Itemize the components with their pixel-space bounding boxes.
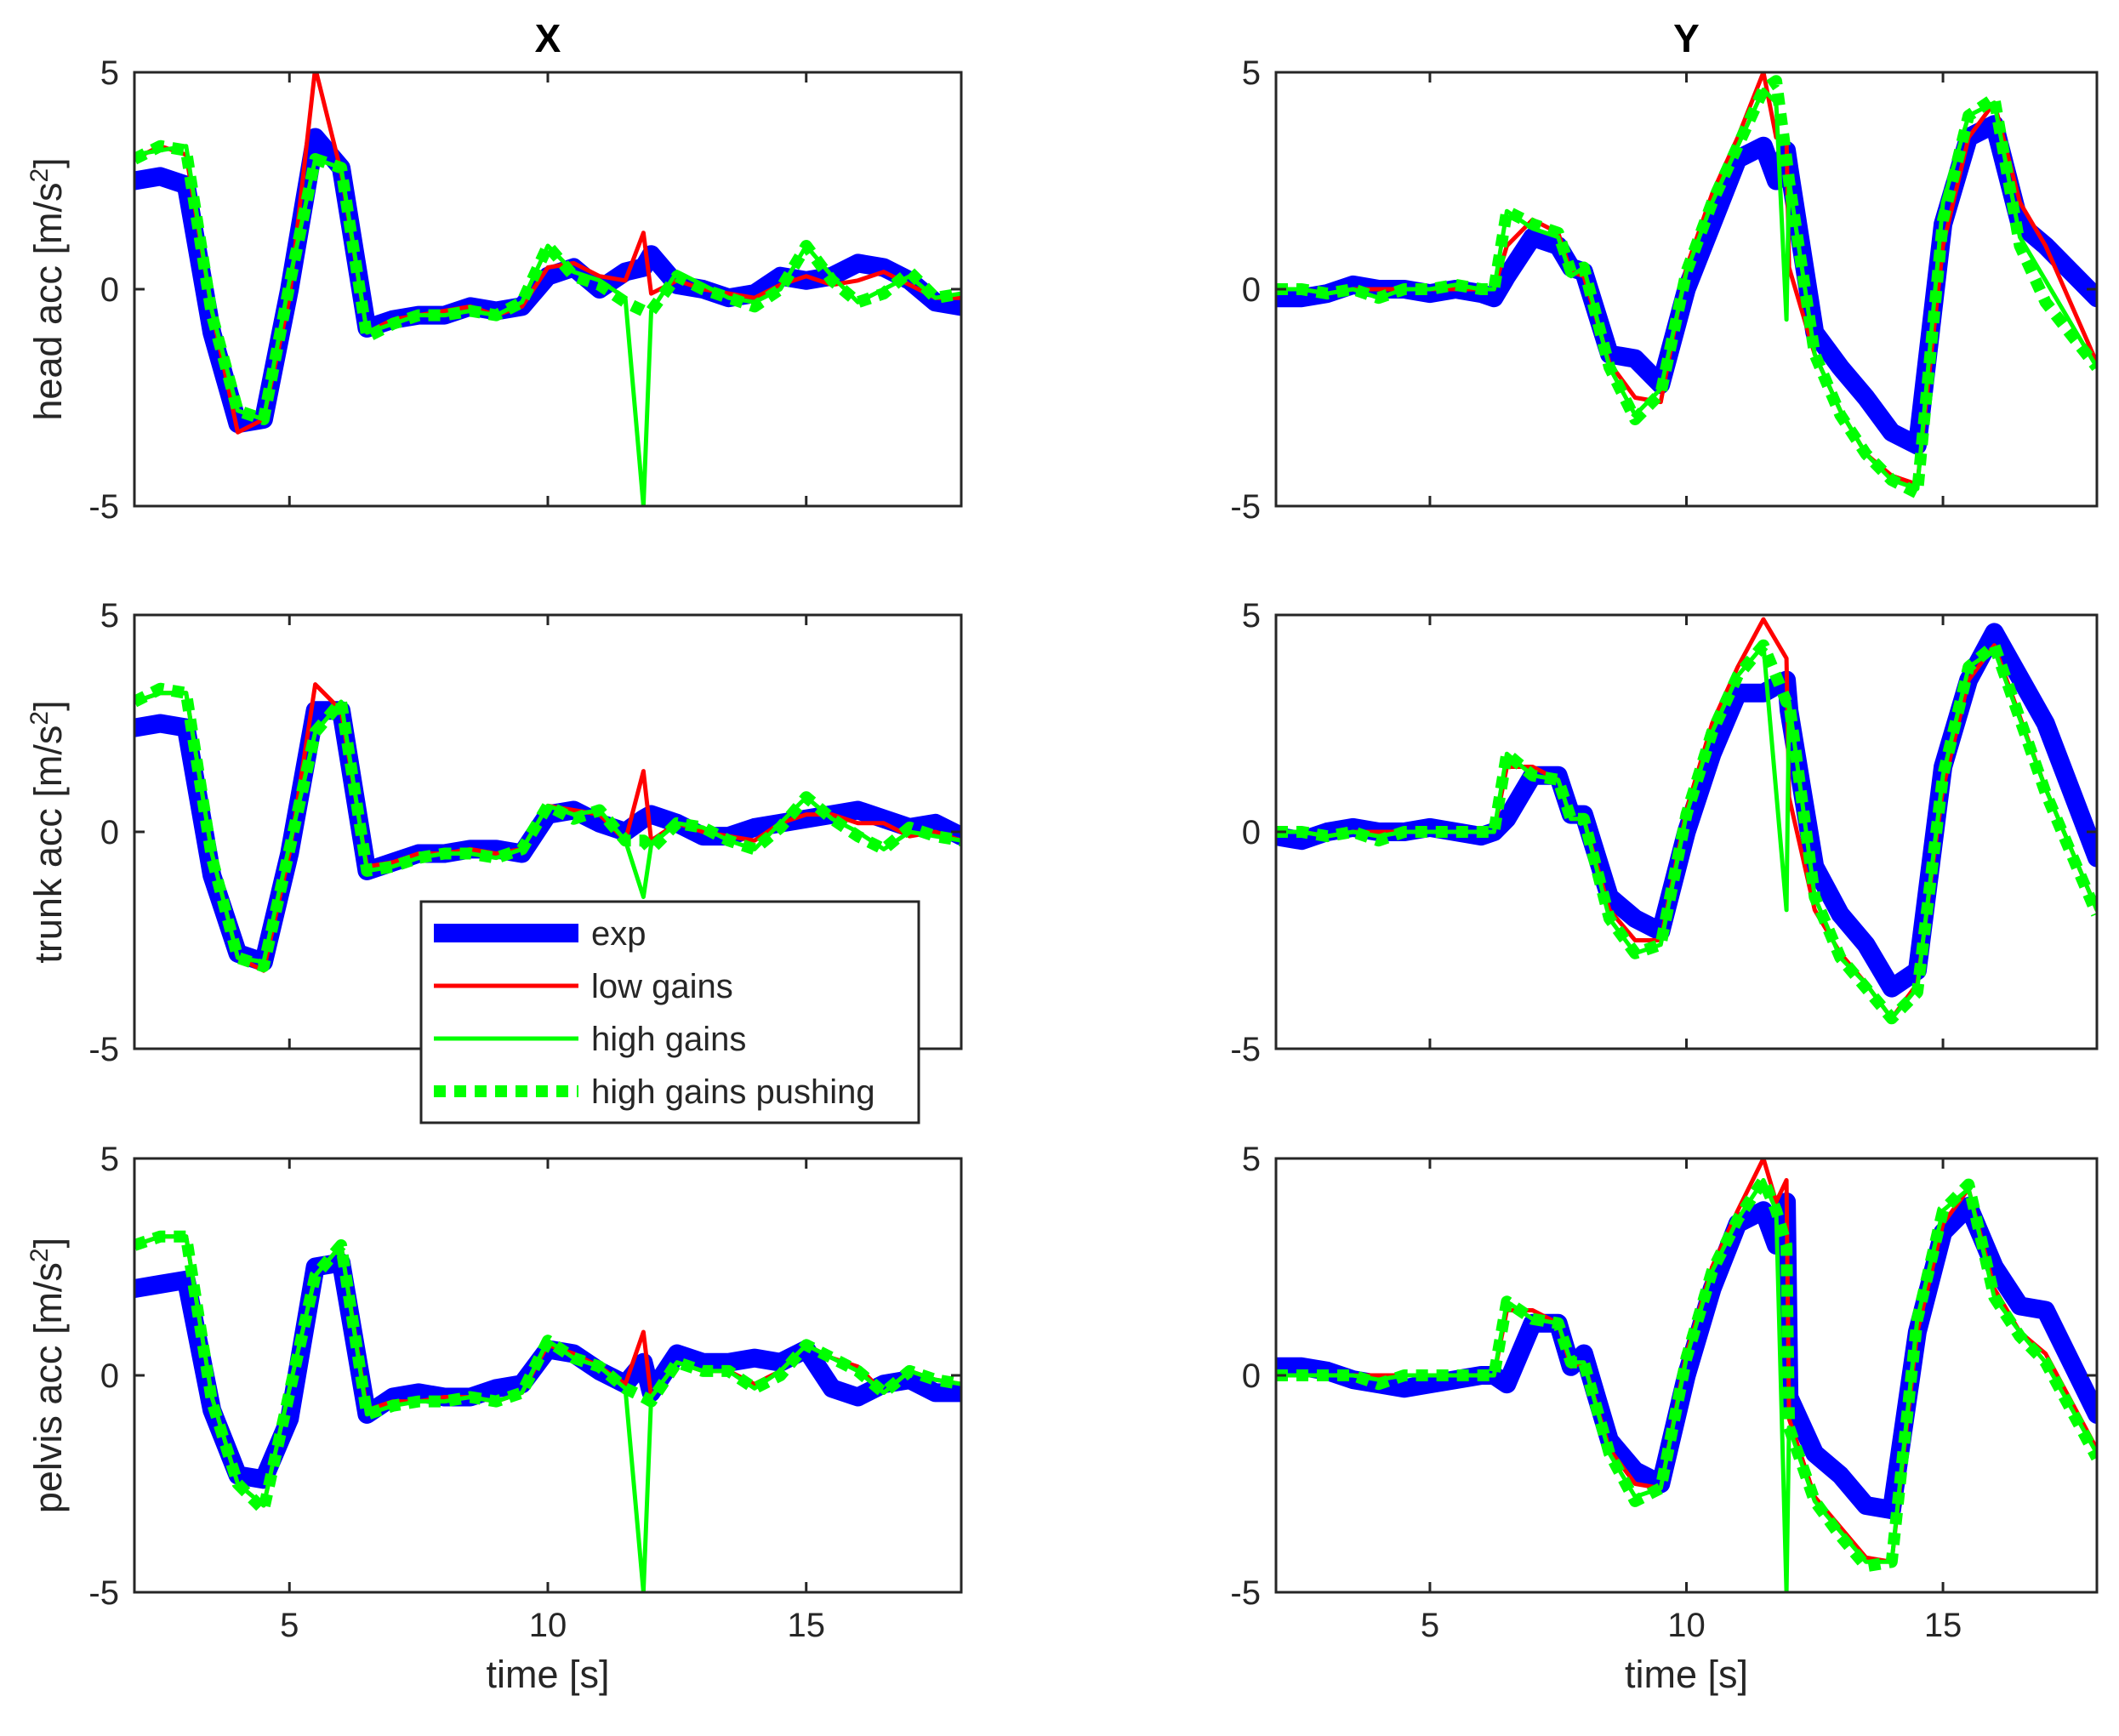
x-axis-label: time [s] (1625, 1653, 1748, 1696)
y-axis-label-end: ] (26, 157, 70, 168)
series-line-low-gains (134, 1234, 961, 1508)
series-line-high-gains-pushing (1276, 1174, 2097, 1573)
y-axis-label-main: pelvis acc [m/s (26, 1262, 70, 1513)
legend: exp low gains high gains high gains push… (419, 900, 920, 1124)
series-line-high-gains (134, 144, 961, 506)
series-line-high-gains-pushing (134, 139, 961, 425)
series-group (1276, 72, 2097, 499)
series-group (134, 72, 961, 506)
y-axis-label: head acc [m/s2] (26, 157, 70, 420)
y-tick-label: 0 (100, 1357, 119, 1395)
series-line-high-gains-pushing (1276, 639, 2097, 1025)
chart-head-y: -5 0 5 Y (1230, 16, 2099, 526)
y-tick-label: 0 (1242, 814, 1261, 851)
legend-label-exp: exp (591, 915, 647, 953)
chart-pelvis-y: 5 10 15 -5 0 5 time [s] (1230, 1141, 2099, 1696)
x-tick-label: 10 (1667, 1607, 1706, 1644)
y-tick-label: -5 (88, 1574, 119, 1612)
y-axis-label-exponent: 2 (26, 1248, 54, 1262)
y-tick-label: 5 (1242, 1141, 1261, 1178)
y-tick-label: 5 (1242, 54, 1261, 92)
y-tick-label: -5 (88, 1031, 119, 1068)
y-tick-label: 5 (100, 597, 119, 635)
y-tick-label: 0 (1242, 1357, 1261, 1395)
y-axis-label-main: trunk acc [m/s (26, 726, 70, 964)
y-axis-label-exponent: 2 (26, 168, 54, 183)
series-line-exp (134, 1253, 961, 1489)
chart-title: X (535, 16, 561, 60)
axes-box (133, 1157, 963, 1594)
y-axis-label-end: ] (26, 700, 70, 711)
y-axis-label: trunk acc [m/s2] (26, 700, 70, 963)
series-line-high-gains (134, 1234, 961, 1592)
y-axis-label-exponent: 2 (26, 711, 54, 726)
chart-pelvis-x: 5 10 15 -5 0 5 pelvis acc [m/s2] time [s] (26, 1141, 963, 1696)
x-tick-label: 15 (1924, 1607, 1962, 1644)
y-axis-label-main: head acc [m/s (26, 183, 70, 421)
y-tick-label: 5 (1242, 597, 1261, 635)
legend-label-high-gains: high gains (591, 1021, 746, 1058)
series-line-high-gains-pushing (1276, 75, 2097, 499)
x-tick-label: 10 (529, 1607, 567, 1644)
y-tick-label: 0 (100, 271, 119, 309)
y-tick-label: -5 (1230, 1031, 1261, 1068)
y-axis-label: pelvis acc [m/s2] (26, 1238, 70, 1513)
y-tick-label: 5 (100, 54, 119, 92)
legend-label-low-gains: low gains (591, 968, 733, 1005)
y-tick-label: 0 (100, 814, 119, 851)
series-line-high-gains-pushing (134, 682, 961, 973)
chart-title: Y (1673, 16, 1700, 60)
series-group (1276, 1158, 2097, 1592)
y-tick-label: -5 (88, 488, 119, 526)
series-group (134, 682, 961, 973)
y-tick-label: 0 (1242, 271, 1261, 309)
series-group (134, 1230, 961, 1592)
chart-trunk-y: -5 0 5 (1230, 597, 2099, 1068)
y-axis-label-end: ] (26, 1238, 70, 1249)
y-tick-label: 5 (100, 1141, 119, 1178)
x-tick-label: 15 (788, 1607, 826, 1644)
y-tick-label: -5 (1230, 488, 1261, 526)
series-group (1276, 617, 2097, 1025)
y-tick-label: -5 (1230, 1574, 1261, 1612)
x-tick-label: 5 (1421, 1607, 1439, 1644)
series-line-high-gains-pushing (134, 1230, 961, 1517)
legend-label-high-gains-pushing: high gains pushing (591, 1073, 875, 1111)
x-axis-label: time [s] (486, 1653, 609, 1696)
x-tick-label: 5 (280, 1607, 299, 1644)
